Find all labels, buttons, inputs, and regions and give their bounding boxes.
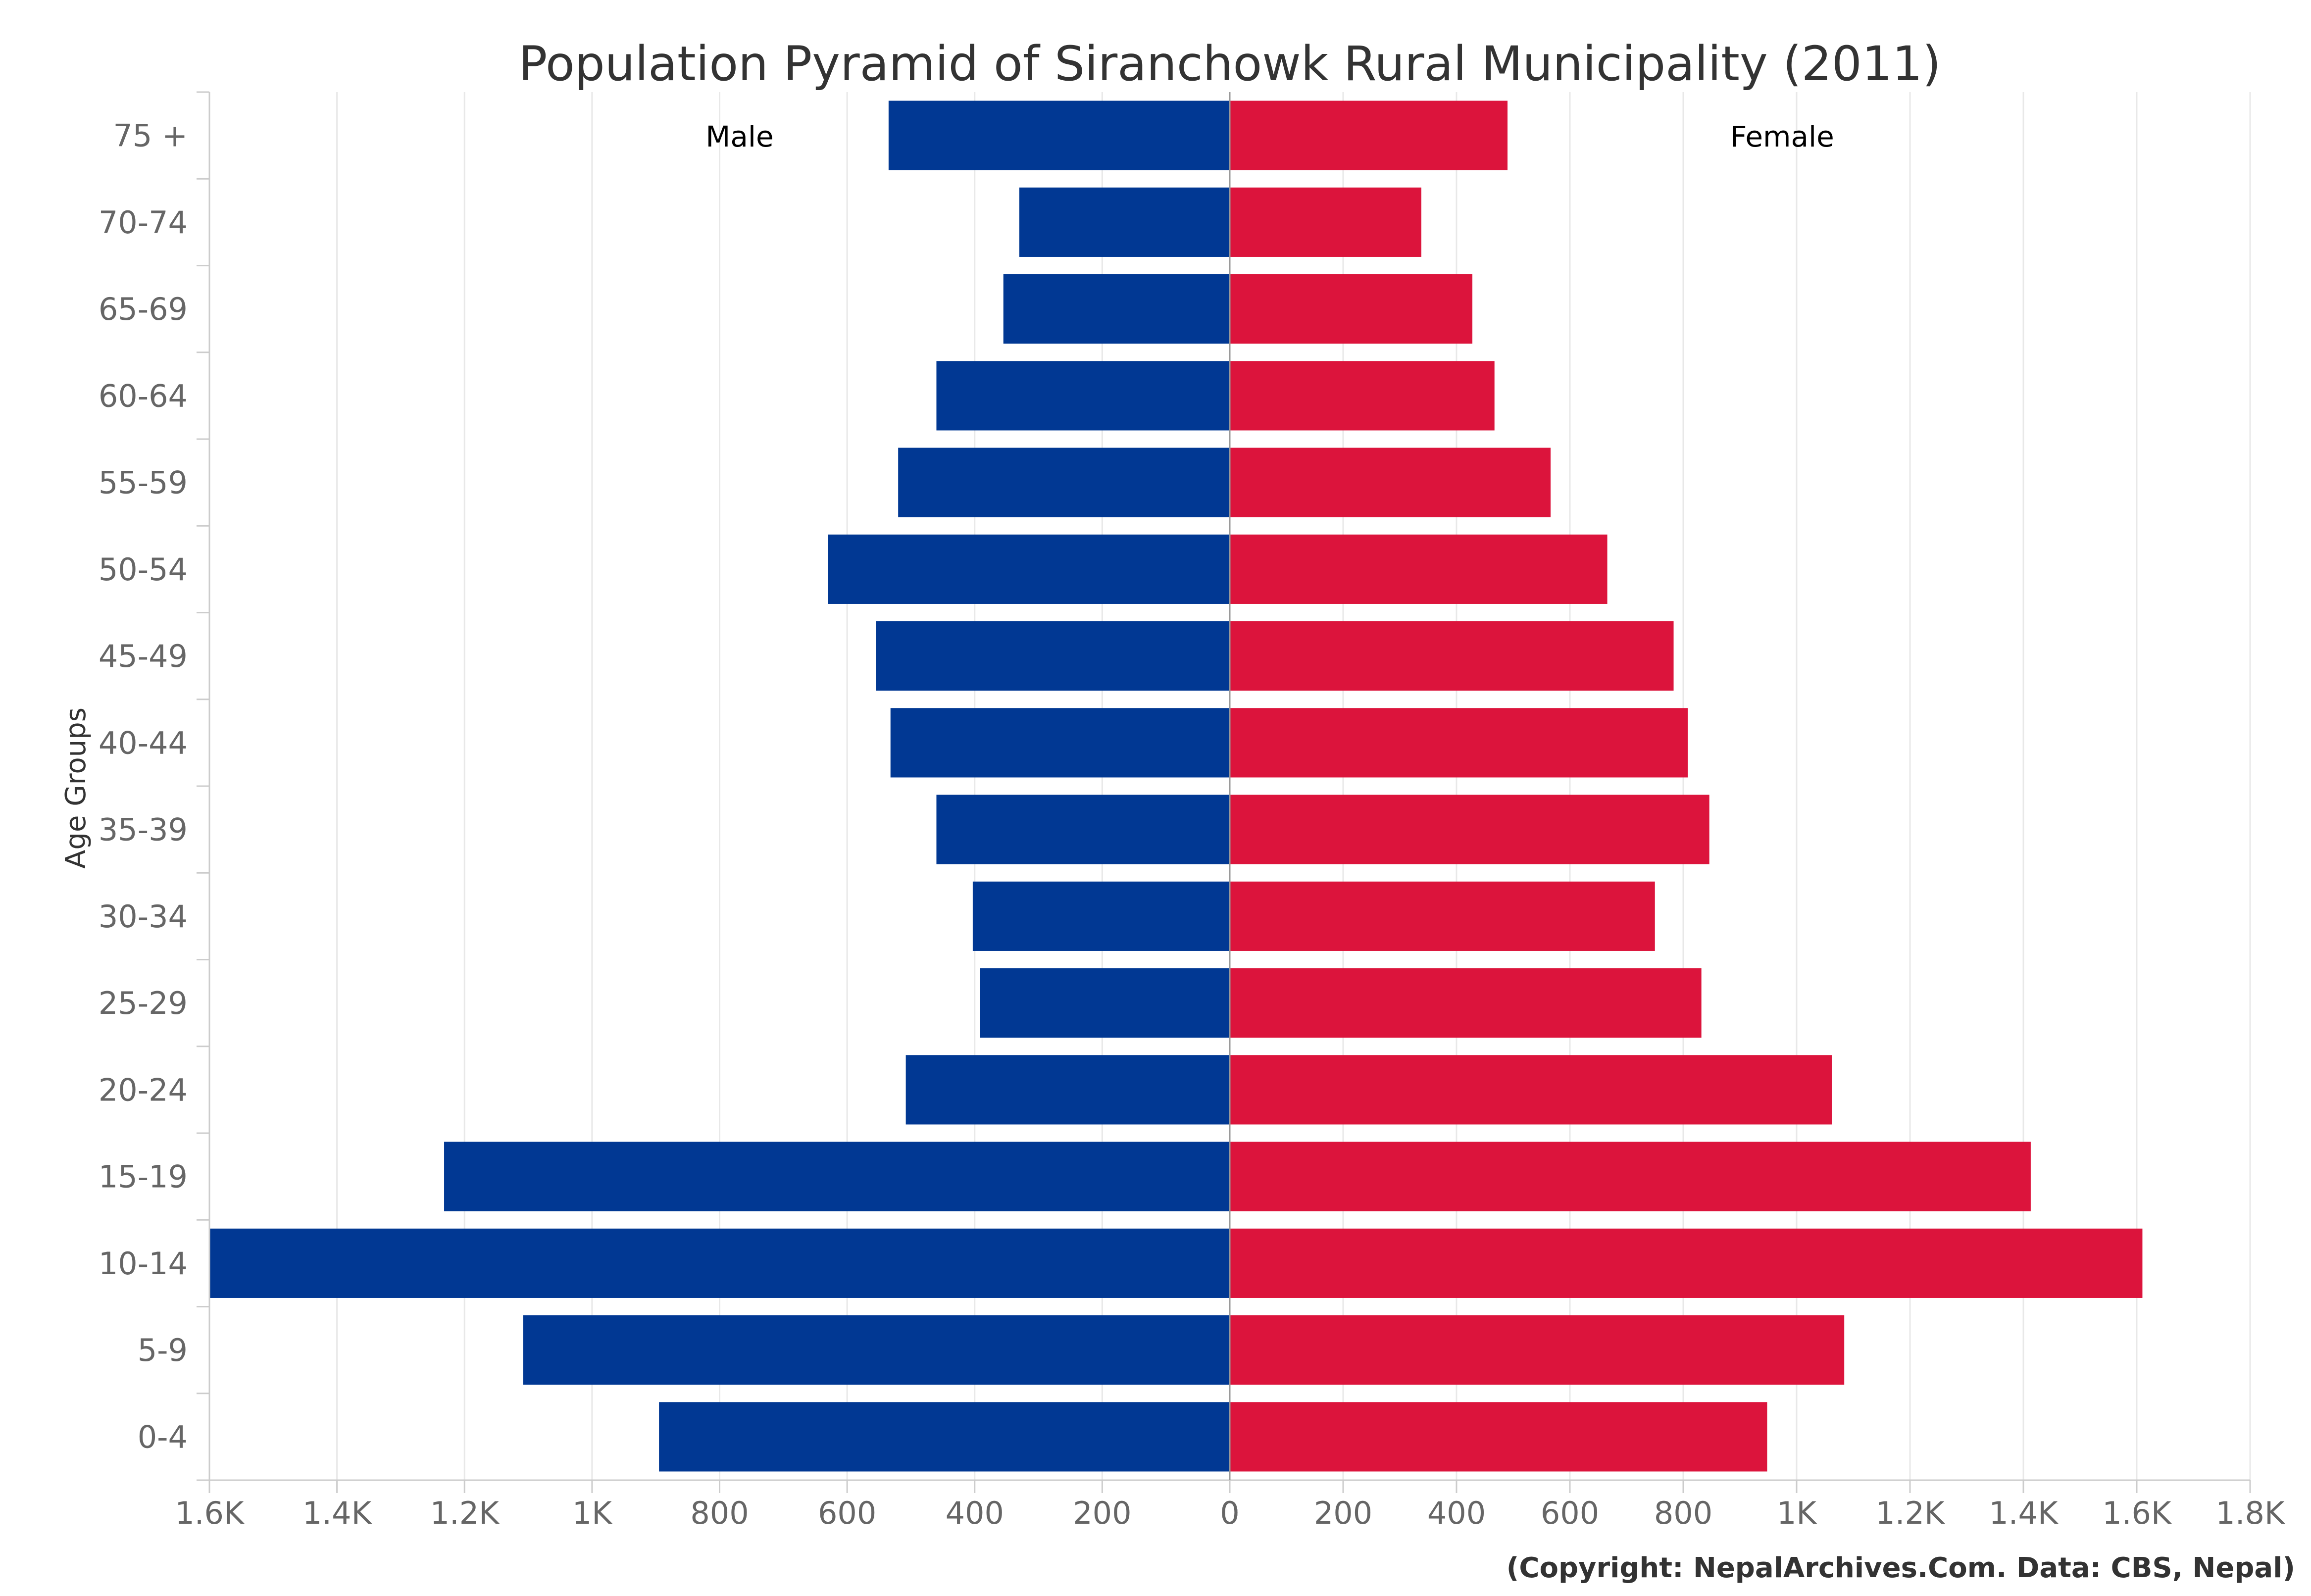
y-tick-label-2: 65-69 <box>99 291 188 327</box>
axes <box>197 91 2251 1493</box>
x-tick-left-2-label: 1.2K <box>430 1495 500 1531</box>
x-tick-left-7-label: 200 <box>1073 1495 1131 1531</box>
x-tick-right-4-label: 1K <box>1777 1495 1817 1531</box>
x-tick-left-4-label: 800 <box>690 1495 749 1531</box>
y-tick-label-7: 40-44 <box>99 725 188 761</box>
x-tick-right-3-label: 800 <box>1654 1495 1712 1531</box>
bar-female-5 <box>1230 534 1608 604</box>
tick-labels: 1.6K 1.4K 1.2K 1K 800 600 400 200 0 200 400 600 800 1… <box>99 118 2285 1531</box>
bar-male-12 <box>444 1142 1230 1211</box>
bar-female-2 <box>1230 274 1473 344</box>
y-tick-label-4: 55-59 <box>99 465 188 501</box>
bar-male-7 <box>890 708 1230 778</box>
bar-female-9 <box>1230 881 1655 951</box>
bar-male-10 <box>980 968 1230 1038</box>
bar-male-4 <box>898 448 1230 517</box>
y-tick-label-0: 75 + <box>113 118 188 154</box>
y-tick-label-3: 60-64 <box>99 378 188 414</box>
bar-male-3 <box>936 361 1230 431</box>
y-tick-label-15: 0-4 <box>138 1419 188 1455</box>
bar-female-4 <box>1230 448 1551 517</box>
credit-text: (Copyright: NepalArchives.Com. Data: CBS… <box>1507 1552 2295 1584</box>
x-tick-right-1-label: 400 <box>1427 1495 1486 1531</box>
x-tick-right-2-label: 600 <box>1541 1495 1599 1531</box>
y-tick-label-10: 25-29 <box>99 985 188 1021</box>
x-tick-left-0-label: 1.6K <box>175 1495 245 1531</box>
y-tick-label-13: 10-14 <box>99 1246 188 1282</box>
bar-male-11 <box>905 1055 1230 1125</box>
bar-female-8 <box>1230 795 1709 864</box>
bar-male-15 <box>659 1402 1230 1472</box>
bar-female-3 <box>1230 361 1495 431</box>
bar-male-8 <box>936 795 1230 864</box>
bar-female-14 <box>1230 1315 1845 1385</box>
x-tick-right-8-label: 1.8K <box>2215 1495 2285 1531</box>
x-tick-left-8-label: 0 <box>1220 1495 1239 1531</box>
bar-female-11 <box>1230 1055 1832 1125</box>
bar-male-9 <box>972 881 1230 951</box>
series-label-female: Female <box>1730 120 1834 153</box>
x-tick-left-5-label: 600 <box>818 1495 876 1531</box>
y-tick-label-5: 50-54 <box>99 551 188 588</box>
y-axis-title: Age Groups <box>60 707 92 869</box>
bar-female-12 <box>1230 1142 2031 1211</box>
bar-female-7 <box>1230 708 1688 778</box>
y-tick-label-9: 30-34 <box>99 898 188 935</box>
bar-female-15 <box>1230 1402 1767 1472</box>
bar-female-13 <box>1230 1228 2143 1298</box>
chart-title: Population Pyramid of Siranchowk Rural M… <box>519 36 1941 92</box>
bar-female-1 <box>1230 187 1422 257</box>
bar-female-6 <box>1230 621 1674 691</box>
y-tick-label-6: 45-49 <box>99 638 188 674</box>
x-tick-right-6-label: 1.4K <box>1989 1495 2059 1531</box>
bar-male-13 <box>209 1228 1230 1298</box>
x-tick-right-7-label: 1.6K <box>2102 1495 2172 1531</box>
bar-male-2 <box>1003 274 1230 344</box>
x-tick-left-3-label: 1K <box>572 1495 612 1531</box>
y-tick-label-12: 15-19 <box>99 1159 188 1195</box>
y-tick-label-8: 35-39 <box>99 812 188 848</box>
y-tick-label-14: 5-9 <box>138 1332 188 1368</box>
bar-female-0 <box>1230 100 1508 170</box>
x-tick-zero-label: 0 <box>1220 1495 1239 1531</box>
bar-male-1 <box>1019 187 1230 257</box>
y-tick-label-11: 20-24 <box>99 1072 188 1108</box>
bar-female-10 <box>1230 968 1702 1038</box>
x-tick-right-5-label: 1.2K <box>1875 1495 1945 1531</box>
bar-male-5 <box>828 534 1230 604</box>
series-label-male: Male <box>705 120 773 153</box>
x-tick-right-0-label: 200 <box>1314 1495 1372 1531</box>
bar-male-0 <box>888 100 1230 170</box>
x-tick-left-6-label: 400 <box>946 1495 1004 1531</box>
y-tick-label-1: 70-74 <box>99 204 188 241</box>
bar-male-6 <box>876 621 1230 691</box>
bars <box>209 100 2143 1472</box>
x-tick-left-1-label: 1.4K <box>302 1495 372 1531</box>
bar-male-14 <box>523 1315 1230 1385</box>
